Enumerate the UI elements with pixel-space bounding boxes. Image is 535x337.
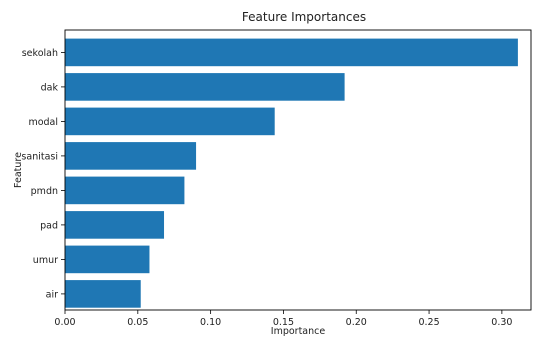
bar-dak — [65, 73, 345, 101]
x-tick-label: 0.25 — [418, 317, 439, 328]
chart-title: Feature Importances — [242, 10, 366, 24]
x-tick-label: 0.15 — [273, 317, 294, 328]
bars-group — [65, 38, 518, 308]
y-axis-ticks: sekolah dak modal sanitasi pmdn pad umur air — [21, 48, 65, 300]
x-axis-ticks: 0.00 0.05 0.10 0.15 0.20 0.25 0.30 — [54, 310, 512, 328]
x-tick-label: 0.00 — [54, 317, 75, 328]
y-tick-label: pad — [40, 220, 58, 231]
y-tick-label: umur — [33, 255, 58, 266]
x-tick-label: 0.05 — [127, 317, 148, 328]
x-axis-label: Importance — [271, 326, 326, 337]
bar-sanitasi — [65, 142, 197, 170]
y-tick-label: sanitasi — [21, 151, 58, 162]
x-tick-label: 0.10 — [200, 317, 221, 328]
bar-air — [65, 280, 141, 308]
x-tick-label: 0.30 — [491, 317, 512, 328]
bar-sekolah — [65, 38, 518, 67]
y-tick-label: pmdn — [31, 186, 58, 197]
x-tick-label: 0.20 — [346, 317, 367, 328]
y-axis-label: Feature — [13, 152, 24, 188]
y-tick-label: modal — [28, 117, 58, 128]
y-tick-label: dak — [41, 82, 59, 93]
bar-pad — [65, 211, 165, 239]
plot-area-frame — [64, 29, 532, 311]
bar-umur — [65, 245, 150, 274]
y-tick-label: air — [46, 289, 58, 300]
bar-pmdn — [65, 176, 185, 205]
y-tick-label: sekolah — [22, 48, 58, 59]
bar-modal — [65, 107, 275, 136]
